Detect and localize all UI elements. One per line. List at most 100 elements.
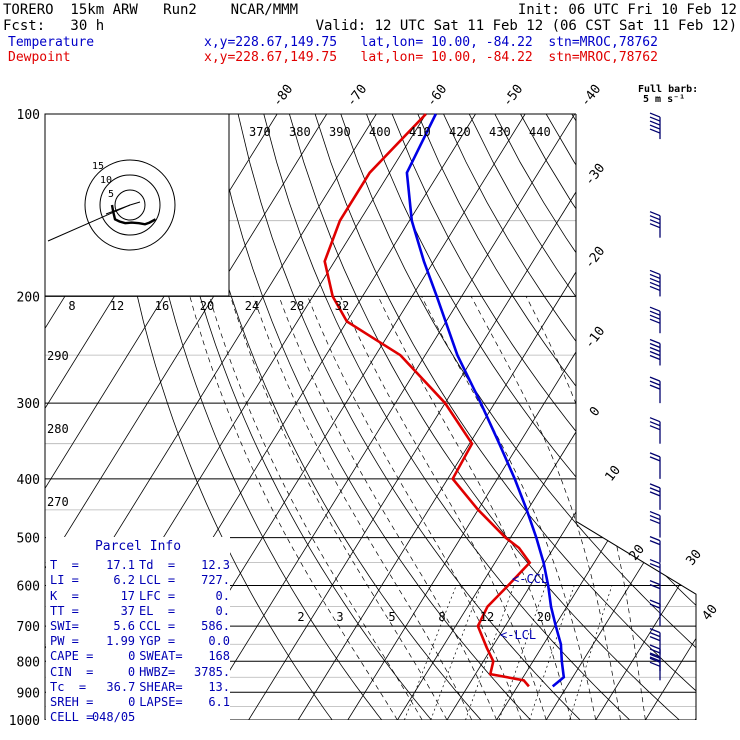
parcel-info-cell: 6.1 bbox=[208, 695, 231, 710]
parcel-info-cell: 37 bbox=[120, 603, 136, 618]
hodograph-ring bbox=[99, 174, 161, 236]
isotherm-line bbox=[694, 114, 696, 720]
hodograph-speed-label: 32 bbox=[335, 299, 349, 313]
parcel-info-row: LI = 6.2 LCL = 727. bbox=[46, 573, 230, 588]
parcel-info-cell: 36.7 bbox=[106, 679, 136, 694]
theta-label: 410 bbox=[409, 125, 431, 139]
wind-barb-flag bbox=[649, 510, 661, 517]
mixing-ratio-label: 2 bbox=[297, 610, 304, 624]
parcel-info-cell: 727. bbox=[201, 573, 230, 588]
moist-adiabat bbox=[253, 296, 473, 720]
isotherm-label: 20 bbox=[627, 542, 648, 564]
parcel-info-cell: 5.6 bbox=[113, 619, 136, 634]
wind-barb-flag bbox=[649, 536, 661, 542]
moist-adiabat bbox=[421, 296, 597, 720]
wind-barb-flag bbox=[649, 661, 661, 667]
moist-adiabat bbox=[525, 296, 646, 720]
pressure-tick-label: 100 bbox=[17, 108, 40, 123]
wind-barb-flag bbox=[649, 318, 661, 324]
theta-label: 430 bbox=[489, 125, 511, 139]
parcel-info-cell: K = bbox=[50, 588, 79, 603]
dry-adiabat bbox=[340, 114, 696, 720]
hodograph-speed-label: 28 bbox=[290, 299, 304, 313]
hodograph-speed-label: 8 bbox=[68, 299, 75, 313]
wind-barb-flag bbox=[649, 338, 661, 345]
isotherm-label: -30 bbox=[582, 161, 608, 189]
mean-wind-vector bbox=[129, 201, 141, 206]
wind-barb-flag bbox=[649, 380, 661, 386]
model-title: TORERO 15km ARW Run2 NCAR/MMM bbox=[3, 2, 299, 18]
moist-adiabat bbox=[278, 296, 497, 720]
temperature-location: x,y=228.67,149.75 lat,lon= 10.00, -84.22… bbox=[204, 35, 658, 50]
dewpoint-location: x,y=228.67,149.75 lat,lon= 10.00, -84.22… bbox=[204, 50, 658, 65]
hodograph-ring bbox=[114, 189, 146, 221]
parcel-info-cell bbox=[135, 710, 194, 725]
wind-barb-flag bbox=[649, 269, 661, 276]
isotherm-line bbox=[595, 114, 696, 720]
lcl-annotation: <-LCL bbox=[500, 628, 536, 642]
plot-border bbox=[575, 114, 697, 720]
wind-barb-flag bbox=[649, 514, 661, 521]
parcel-info-row: CIN = 0 HWBZ= 3785. bbox=[46, 665, 230, 680]
parcel-info-cell: 0 bbox=[127, 664, 136, 679]
dry-adiabat bbox=[314, 114, 696, 720]
wind-barb-flag bbox=[649, 211, 661, 217]
parcel-info-cell: LI = bbox=[50, 573, 79, 588]
moist-adiabat bbox=[230, 296, 448, 720]
wind-barb-flag bbox=[649, 277, 661, 284]
theta-label: 380 bbox=[289, 125, 311, 139]
init-time: Init: 06 UTC Fri 10 Feb 12 bbox=[517, 2, 737, 18]
wind-barb-flag bbox=[649, 653, 661, 659]
parcel-info-row: SWI= 5.6 CCL = 586. bbox=[46, 619, 230, 634]
theta-lower-label: 280 bbox=[47, 422, 69, 436]
wind-barb-flag bbox=[649, 306, 661, 312]
parcel-info-cell bbox=[195, 710, 231, 725]
hodograph-speed-label: 20 bbox=[200, 299, 214, 313]
theta-lower-label: 290 bbox=[47, 349, 69, 363]
dry-adiabat bbox=[417, 114, 696, 720]
wind-barb-flag bbox=[649, 223, 661, 229]
hodograph-trace bbox=[110, 204, 157, 226]
parcel-info-row: CAPE = 0 SWEAT= 168 bbox=[46, 649, 230, 664]
parcel-info-cell: 0. bbox=[215, 603, 230, 618]
isotherm-label: -20 bbox=[582, 244, 608, 272]
moist-adiabat bbox=[340, 296, 547, 720]
parcel-info-row: T = 17.1 Td = 12.3 bbox=[46, 558, 230, 573]
mixing-ratio-label: 20 bbox=[537, 610, 551, 624]
parcel-info-cell: SWI= bbox=[50, 619, 79, 634]
isotherm-line bbox=[545, 114, 696, 720]
mixing-ratio-line bbox=[404, 585, 457, 720]
wind-barb-flag bbox=[649, 116, 661, 122]
hodograph-ring-label: 5 bbox=[108, 189, 114, 200]
wind-barb-flag bbox=[649, 314, 661, 320]
temperature-legend: Temperature bbox=[8, 35, 95, 50]
dry-adiabat bbox=[212, 114, 531, 720]
hodograph-ring bbox=[84, 159, 176, 251]
dewpoint-profile bbox=[323, 113, 532, 688]
wind-barb-flag bbox=[649, 285, 661, 292]
parcel-info-cell: Td = bbox=[139, 558, 176, 573]
parcel-info-row: CELL = 048/05 bbox=[46, 710, 230, 725]
dry-adiabat bbox=[135, 114, 383, 720]
wind-barb-flag bbox=[649, 491, 661, 497]
parcel-info-cell: CELL = bbox=[50, 710, 94, 725]
parcel-info-cell: TT = bbox=[50, 603, 79, 618]
wind-barb-flag bbox=[649, 310, 661, 316]
isotherm-line bbox=[198, 114, 576, 720]
parcel-info-cell: 0 bbox=[128, 695, 136, 710]
forecast-hour: Fcst: 30 h bbox=[3, 18, 105, 34]
wind-barb-flag bbox=[649, 562, 661, 569]
wind-barb-flag bbox=[649, 128, 661, 134]
pressure-tick-label: 200 bbox=[17, 290, 40, 305]
parcel-info-cell: LCL = bbox=[139, 573, 176, 588]
moist-adiabat bbox=[470, 296, 621, 720]
parcel-info-cell: T = bbox=[50, 558, 79, 573]
dewpoint-legend: Dewpoint bbox=[8, 50, 71, 65]
parcel-info-cell: EL = bbox=[139, 603, 176, 618]
parcel-info-cell: Tc = bbox=[50, 679, 87, 694]
wind-barb-flag bbox=[649, 124, 661, 130]
isotherm-line bbox=[248, 114, 625, 720]
dry-adiabat bbox=[263, 114, 631, 720]
parcel-info-cell: 0. bbox=[215, 588, 230, 603]
parcel-info-panel: Parcel Info T = 17.1 Td = 12.3 LI = 6.2 LCL = 7… bbox=[46, 537, 230, 727]
